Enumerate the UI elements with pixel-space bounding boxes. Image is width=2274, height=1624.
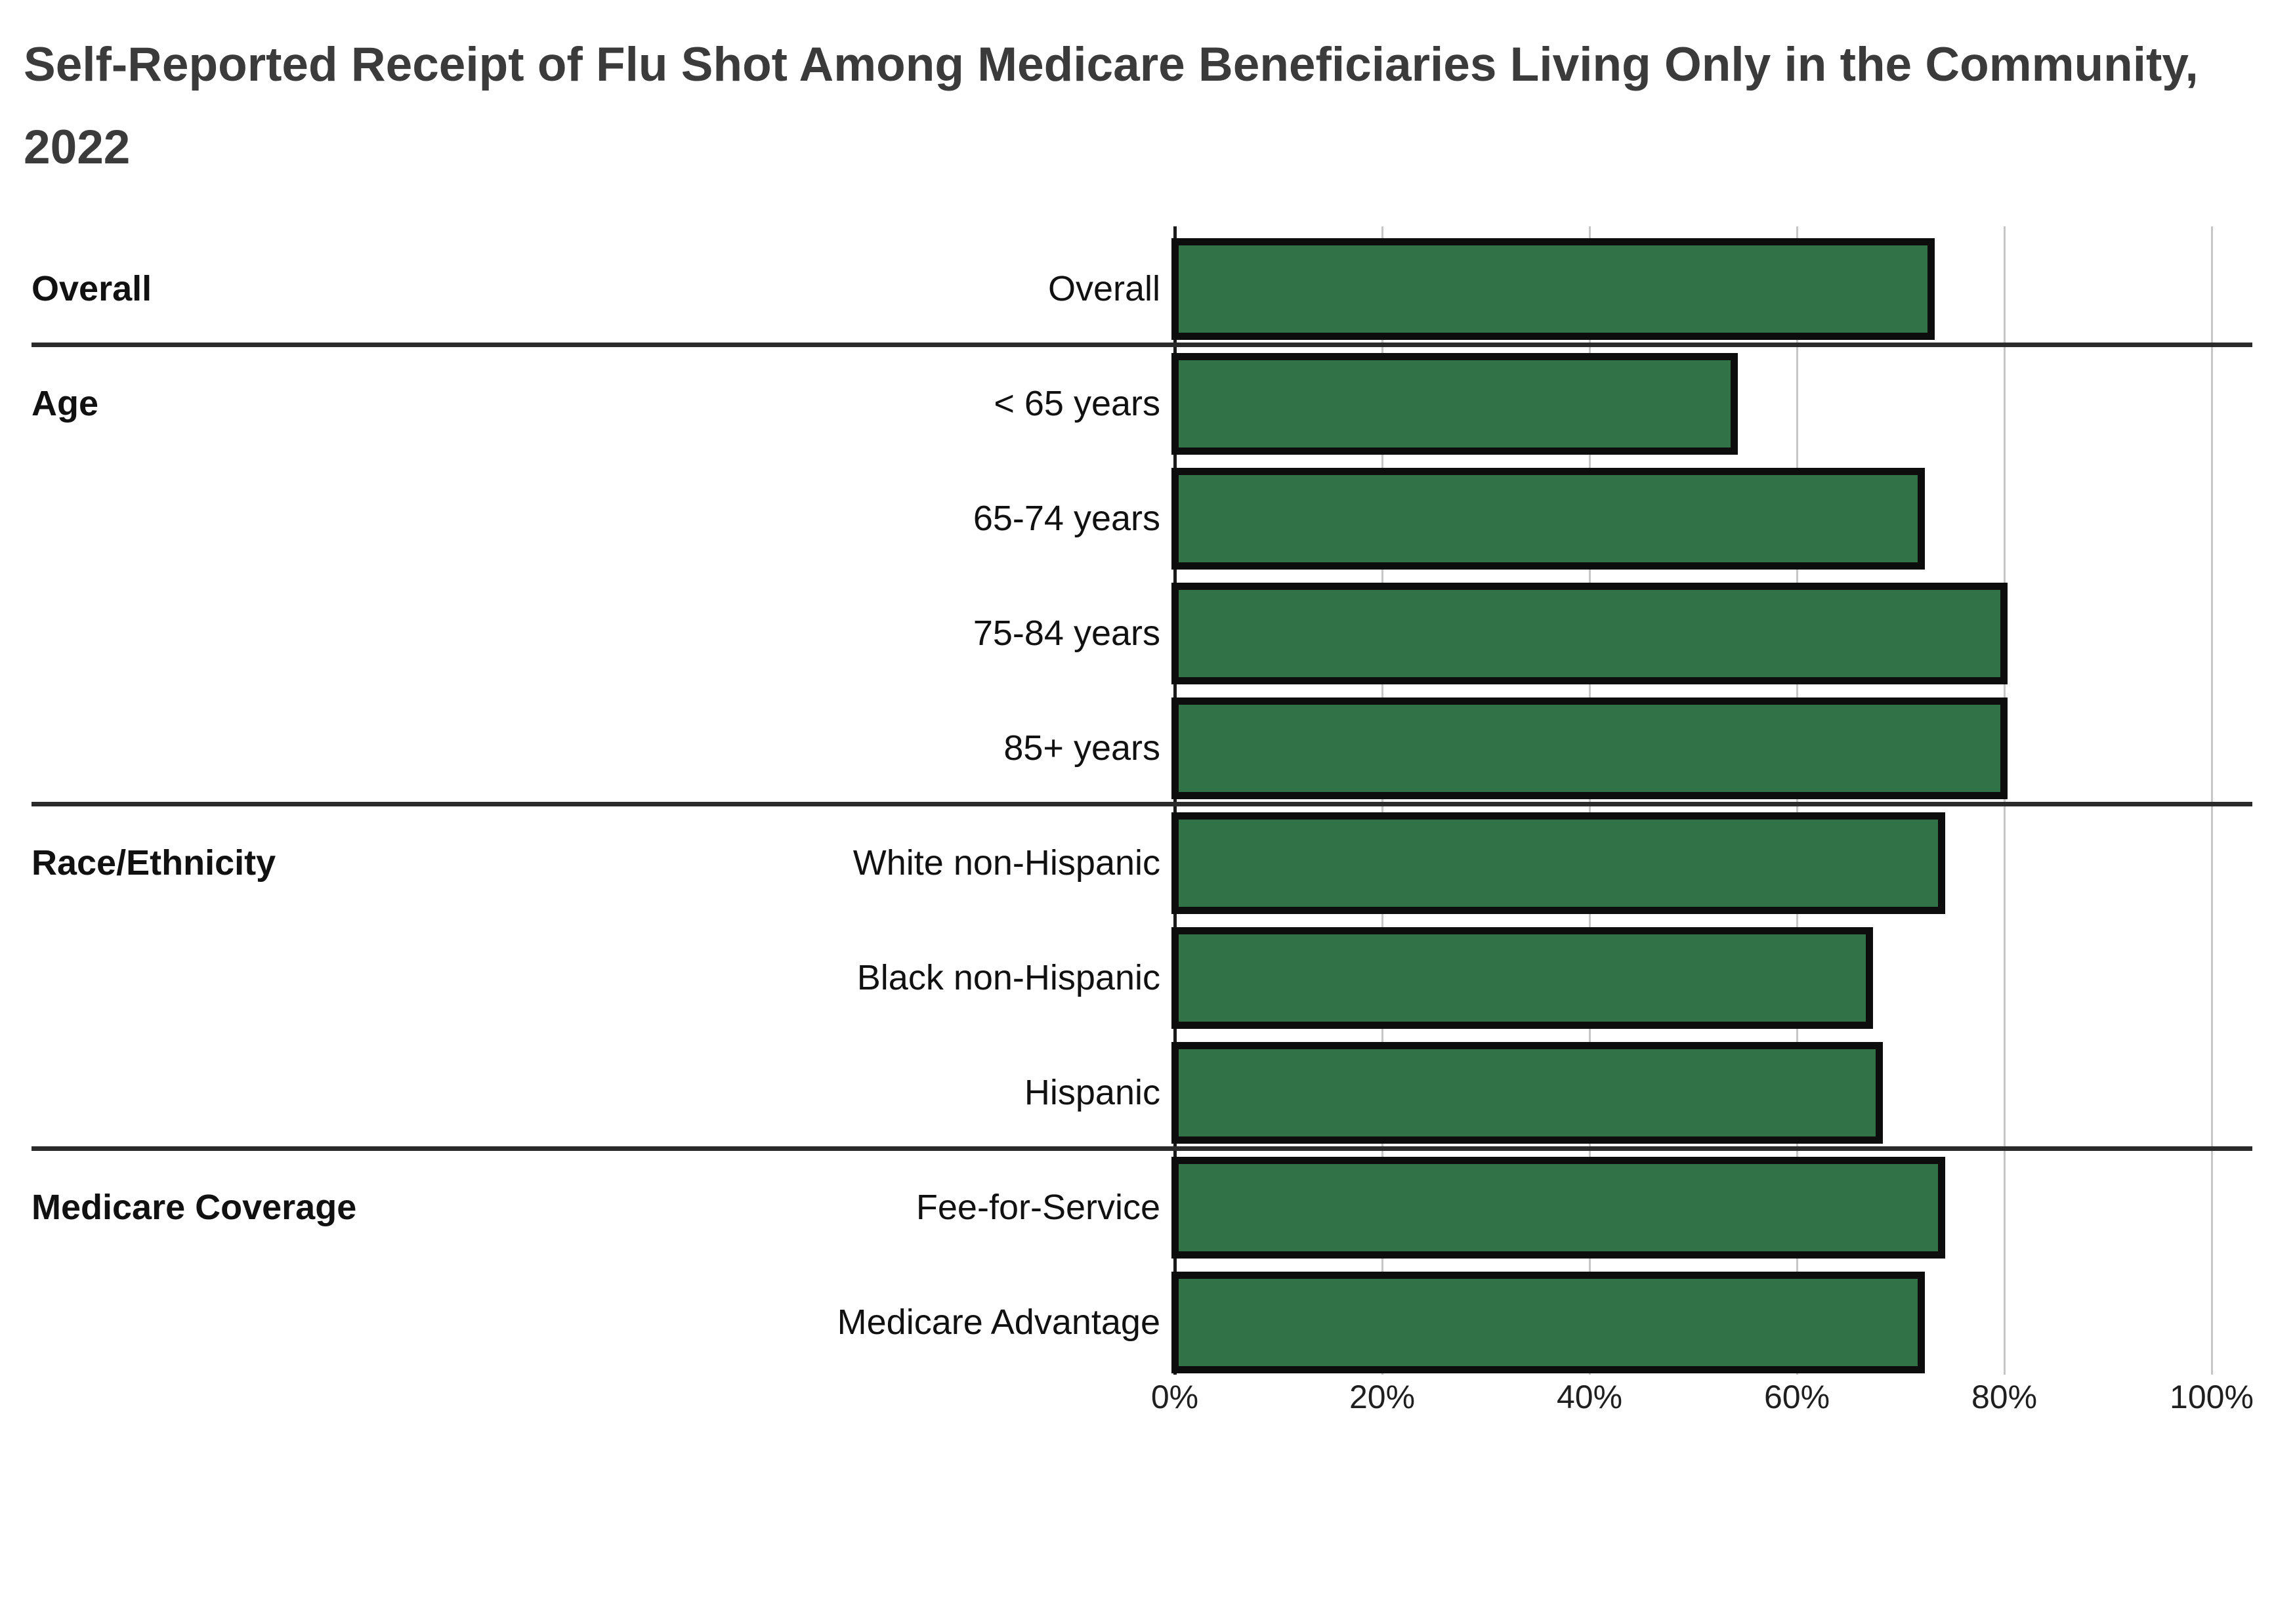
category-label: Fee-for-Service xyxy=(916,1188,1160,1227)
bar-65-74-years xyxy=(1171,468,1925,570)
gridline xyxy=(1589,226,1591,1375)
gridline xyxy=(2211,226,2213,1375)
chart-row: < 65 years xyxy=(0,353,2274,455)
group-label-race-ethnicity: Race/Ethnicity xyxy=(32,843,276,883)
axis-line xyxy=(1173,226,1177,1375)
section-divider xyxy=(32,343,2252,347)
category-label: Medicare Advantage xyxy=(837,1302,1160,1342)
category-label: < 65 years xyxy=(994,384,1160,423)
category-label: Hispanic xyxy=(1024,1073,1160,1112)
category-label: 65-74 years xyxy=(973,499,1160,538)
section-divider xyxy=(32,802,2252,806)
chart-row: Overall xyxy=(0,238,2274,340)
bar-white-non-hispanic xyxy=(1171,812,1945,914)
bar-75-84-years xyxy=(1171,583,2008,684)
chart-row: 85+ years xyxy=(0,697,2274,799)
section-divider xyxy=(32,1146,2252,1151)
axis-tick-label: 20% xyxy=(1349,1379,1416,1415)
chart-row: Medicare Advantage xyxy=(0,1272,2274,1373)
axis-tick-label: 40% xyxy=(1556,1379,1623,1415)
category-label: 85+ years xyxy=(1003,728,1160,768)
bar-overall xyxy=(1171,238,1935,340)
chart-title: Self-Reported Receipt of Flu Shot Among … xyxy=(24,38,2199,174)
gridline xyxy=(1796,226,1798,1375)
gridline xyxy=(1381,226,1383,1375)
chart-row: Hispanic xyxy=(0,1042,2274,1144)
group-label-medicare-coverage: Medicare Coverage xyxy=(32,1188,357,1227)
bar-85-plus-years xyxy=(1171,697,2008,799)
category-label: Overall xyxy=(1047,269,1160,308)
bar-under-65-years xyxy=(1171,353,1738,455)
chart-row: White non-Hispanic xyxy=(0,812,2274,914)
chart-row: 75-84 years xyxy=(0,583,2274,684)
axis-tick-label: 0% xyxy=(1150,1379,1199,1415)
bar-hispanic xyxy=(1171,1042,1883,1144)
chart-row: 65-74 years xyxy=(0,468,2274,570)
axis-tick-label: 100% xyxy=(2170,1379,2254,1415)
group-label-overall: Overall xyxy=(32,269,152,308)
chart-row: Fee-for-Service xyxy=(0,1157,2274,1259)
axis-tick-label: 80% xyxy=(1971,1379,2038,1415)
category-label: Black non-Hispanic xyxy=(856,958,1160,997)
axis-tick-label: 60% xyxy=(1763,1379,1830,1415)
category-label: 75-84 years xyxy=(973,614,1160,653)
chart-row: Black non-Hispanic xyxy=(0,927,2274,1029)
gridline xyxy=(2004,226,2006,1375)
bar-fee-for-service xyxy=(1171,1157,1945,1259)
bar-medicare-advantage xyxy=(1171,1272,1925,1373)
bar-black-non-hispanic xyxy=(1171,927,1873,1029)
category-label: White non-Hispanic xyxy=(853,843,1160,883)
group-label-age: Age xyxy=(32,384,99,423)
